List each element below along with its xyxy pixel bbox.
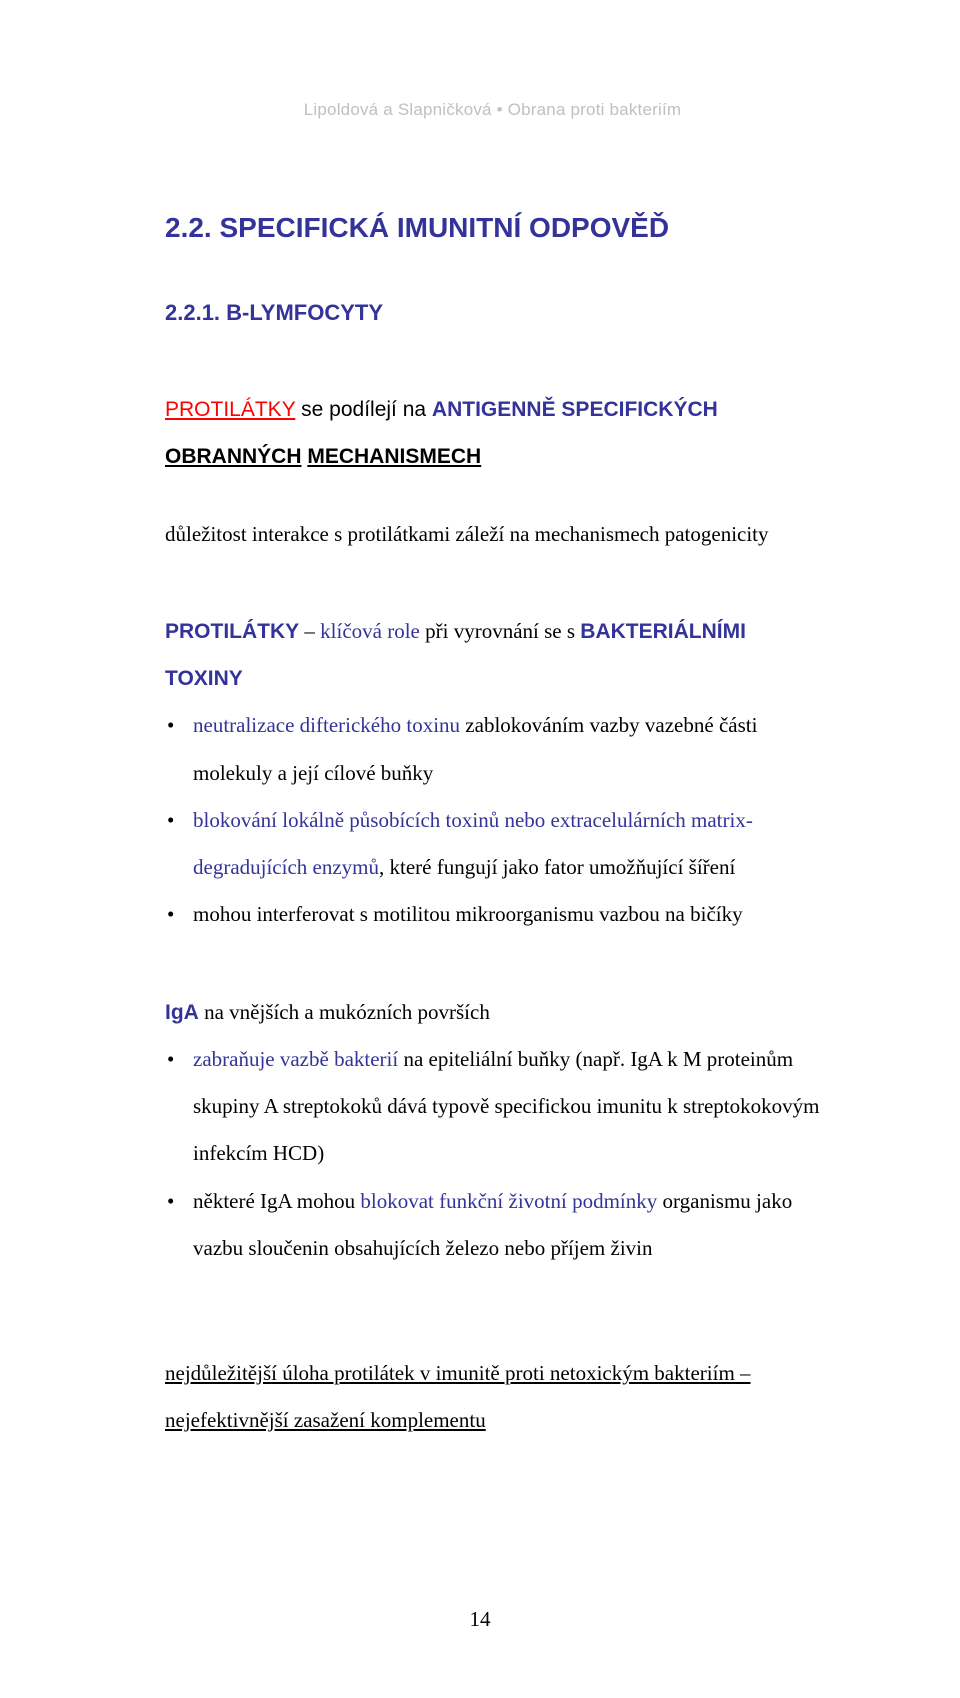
section2-keyrole: klíčová role bbox=[320, 619, 420, 643]
section3-text: na vnějších a mukózních površích bbox=[199, 1000, 490, 1024]
intro-antigen-specific: ANTIGENNĚ SPECIFICKÝCH bbox=[432, 398, 718, 421]
section2-dash: – bbox=[299, 619, 320, 643]
list-item: zabraňuje vazbě bakterií na epiteliální … bbox=[165, 1036, 820, 1178]
bullet-highlight: zabraňuje vazbě bakterií bbox=[193, 1047, 398, 1071]
list-item: mohou interferovat s motilitou mikroorga… bbox=[165, 891, 820, 938]
intro-mechanisms: MECHANISMECH bbox=[307, 445, 481, 468]
section2-lead: PROTILÁTKY – klíčová role při vyrovnání … bbox=[165, 608, 820, 703]
section3-iga: IgA bbox=[165, 1001, 199, 1024]
list-item: neutralizace difterického toxinu zabloko… bbox=[165, 702, 820, 797]
section2-bullets: neutralizace difterického toxinu zabloko… bbox=[165, 702, 820, 938]
section2-text: při vyrovnání se s bbox=[420, 619, 580, 643]
bullet-text: mohou interferovat s motilitou mikroorga… bbox=[193, 902, 743, 926]
section2-antibodies: PROTILÁTKY bbox=[165, 620, 299, 643]
list-item: blokování lokálně působících toxinů nebo… bbox=[165, 797, 820, 892]
section3-lead: IgA na vnějších a mukózních površích bbox=[165, 989, 820, 1036]
intro-text-1: se podílejí na bbox=[295, 398, 432, 421]
footer-statement: nejdůležitější úloha protilátek v imunit… bbox=[165, 1350, 820, 1445]
intro-antibodies: PROTILÁTKY bbox=[165, 398, 295, 421]
intro-defense: OBRANNÝCH bbox=[165, 445, 302, 468]
bullet-highlight: neutralizace difterického toxinu bbox=[193, 713, 460, 737]
running-header: Lipoldová a Slapničková • Obrana proti b… bbox=[165, 100, 820, 120]
section1-lead: důležitost interakce s protilátkami zále… bbox=[165, 511, 820, 558]
bullet-text-a: některé IgA mohou bbox=[193, 1189, 360, 1213]
heading-main: 2.2. SPECIFICKÁ IMUNITNÍ ODPOVĚĎ bbox=[165, 212, 820, 244]
section3-bullets: zabraňuje vazbě bakterií na epiteliální … bbox=[165, 1036, 820, 1272]
bullet-text: , které fungují jako fator umožňující ší… bbox=[379, 855, 735, 879]
bullet-highlight: blokovat funkční životní podmínky bbox=[360, 1189, 657, 1213]
page-number: 14 bbox=[0, 1607, 960, 1632]
list-item: některé IgA mohou blokovat funkční život… bbox=[165, 1178, 820, 1273]
intro-line: PROTILÁTKY se podílejí na ANTIGENNĚ SPEC… bbox=[165, 386, 820, 481]
heading-sub: 2.2.1. B-LYMFOCYTY bbox=[165, 300, 820, 326]
